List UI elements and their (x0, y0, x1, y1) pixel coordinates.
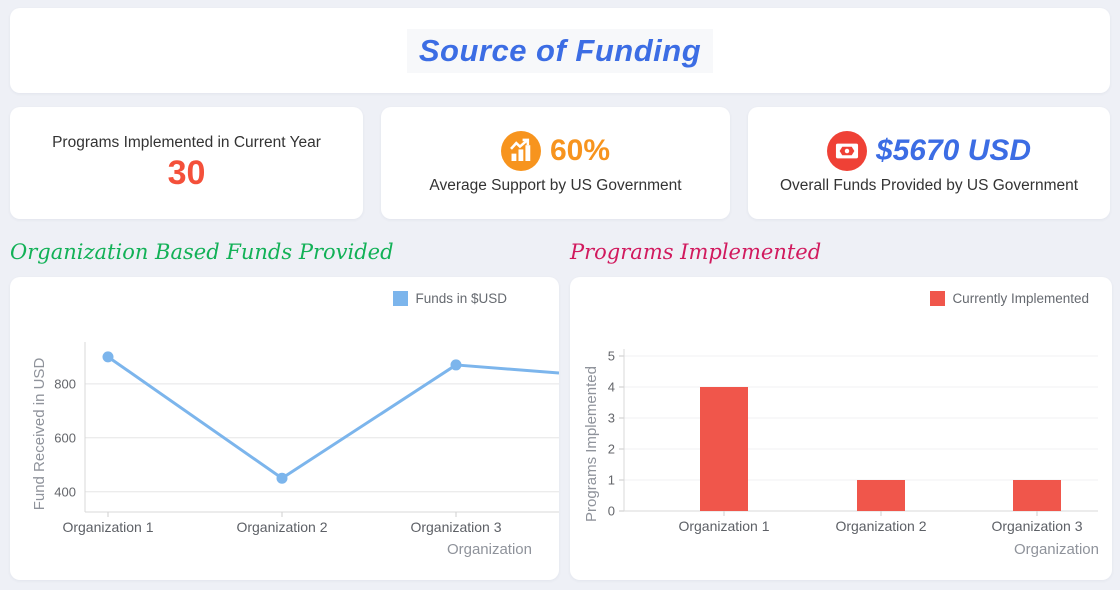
section-titles: Organization Based Funds Provided Progra… (10, 240, 1110, 265)
header-card: Source of Funding (10, 8, 1110, 93)
x-category-label: Organization 2 (835, 518, 926, 534)
y-tick-label: 1 (608, 473, 615, 488)
stat-card-programs-current-year: Programs Implemented in Current Year 30 (10, 107, 363, 219)
stat-top: 60% (500, 131, 611, 171)
y-tick-label: 2 (608, 442, 615, 457)
y-tick-label: 800 (54, 376, 76, 391)
bar[interactable] (700, 387, 748, 511)
legend-swatch (393, 291, 409, 306)
x-category-label: Organization 1 (678, 518, 769, 534)
legend-label: Currently Implemented (952, 291, 1089, 306)
data-point[interactable] (102, 351, 114, 363)
legend-funds[interactable]: Funds in $USD (393, 291, 507, 306)
legend-color-box (393, 291, 409, 306)
banknote-icon (826, 131, 867, 171)
x-category-label: Organization 1 (62, 519, 153, 535)
y-tick-label: 3 (608, 411, 615, 426)
x-axis-title: Organization (1013, 541, 1099, 558)
y-tick-label: 4 (608, 380, 615, 395)
legend-label: Funds in $USD (415, 291, 507, 306)
stat-card-average-support: 60% Average Support by US Government (381, 107, 730, 219)
x-category-label: Organization 3 (410, 519, 501, 535)
growth-chart-icon (500, 131, 541, 171)
y-tick-label: 0 (608, 504, 615, 519)
x-category-label: Organization 3 (991, 518, 1082, 534)
bar-small (511, 153, 517, 161)
y-axis-title: Programs Implemented (583, 366, 600, 522)
bill-dot (844, 148, 850, 154)
y-tick-label: 600 (54, 430, 76, 445)
x-category-label: Organization 2 (236, 519, 327, 535)
line-series[interactable] (107, 355, 559, 480)
line-chart[interactable]: 400 600 800 Organization 1 Organization 2 Org… (10, 277, 559, 580)
funds-line-chart-card: 400 600 800 Organization 1 Organization 2 Org… (10, 277, 559, 580)
programs-bar-chart-card: 0 1 2 3 4 5 Organization 1 Organization 2 Organi… (570, 277, 1112, 580)
bar-chart[interactable]: 0 1 2 3 4 5 Organization 1 Organization 2 Organi… (570, 277, 1112, 580)
chart-title-programs: Programs Implemented (570, 240, 822, 264)
legend-color-box (930, 291, 946, 306)
stat-card-overall-funds: $5670 USD Overall Funds Provided by US G… (748, 107, 1110, 219)
x-axis-title: Organization (446, 541, 532, 558)
data-point[interactable] (450, 359, 462, 371)
y-tick-label: 400 (54, 484, 76, 499)
bar[interactable] (1013, 480, 1061, 511)
chart-title-funds: Organization Based Funds Provided (10, 240, 394, 264)
bar-large (525, 145, 531, 161)
page-title: Source of Funding (406, 28, 714, 73)
charts-row: 400 600 800 Organization 1 Organization 2 Org… (10, 277, 1112, 580)
stat-value: $5670 USD (875, 134, 1032, 167)
data-point[interactable] (276, 472, 288, 484)
stat-label: Programs Implemented in Current Year (52, 133, 321, 151)
y-tick-label: 5 (608, 349, 615, 364)
legend-programs[interactable]: Currently Implemented (930, 291, 1089, 306)
y-axis-title: Fund Received in USD (31, 357, 48, 511)
stats-row: Programs Implemented in Current Year 30 … (10, 107, 1110, 219)
trend-arrow (510, 139, 529, 150)
trend-arrowhead (522, 138, 530, 146)
stat-label: Average Support by US Government (429, 177, 682, 194)
stat-label: Overall Funds Provided by US Government (779, 177, 1079, 194)
stat-value: 60% (549, 134, 611, 167)
stat-value: 30 (167, 153, 206, 192)
bar[interactable] (857, 480, 905, 511)
legend-swatch (930, 291, 946, 306)
bar-medium (518, 149, 524, 161)
stat-top: $5670 USD (826, 131, 1032, 171)
